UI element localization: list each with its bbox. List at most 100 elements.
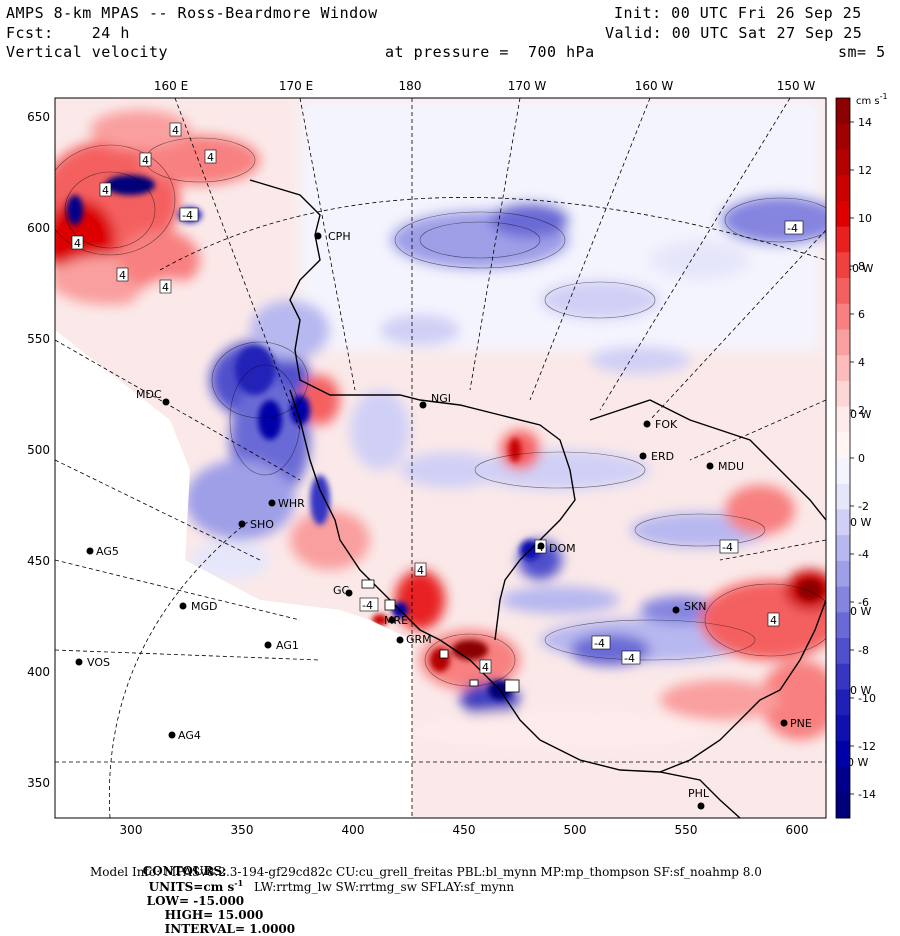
- svg-text:AG1: AG1: [276, 639, 299, 652]
- init-time: Init: 00 UTC Fri 26 Sep 25: [614, 4, 862, 22]
- graticule: [55, 98, 826, 818]
- contour-label: -4: [179, 207, 199, 222]
- lon-label: 160 E: [154, 79, 188, 93]
- lon-label: 150 W: [777, 79, 816, 93]
- svg-text:CPH: CPH: [328, 230, 351, 243]
- contour-label: 4: [767, 612, 780, 627]
- coastline: [249, 179, 826, 818]
- station-marker: MDC: [136, 388, 170, 406]
- contour-label: 4: [139, 152, 152, 167]
- colorbar-cell: [836, 200, 850, 228]
- contour-label: 4: [414, 562, 427, 577]
- colorbar: cm s-1 14 12 10 8 6 4 2 0 -2 -4 -6 -8 -10 -12 -14: [835, 92, 888, 819]
- x-tick-label: 350: [231, 823, 254, 837]
- colorbar-tick-label: 14: [858, 116, 872, 129]
- station-marker: VOS: [75, 656, 110, 669]
- colorbar-tick-label: -8: [858, 644, 869, 657]
- colorbar-cell: [836, 98, 850, 125]
- svg-text:PNE: PNE: [790, 717, 812, 730]
- station-marker: SHO: [238, 518, 274, 531]
- svg-text:-4: -4: [624, 652, 635, 665]
- svg-text:WHR: WHR: [278, 497, 305, 510]
- colorbar-cell: [836, 355, 850, 382]
- contour-label: -4: [784, 220, 804, 235]
- pressure-level: at pressure = 700 hPa: [385, 43, 595, 61]
- contour-label: 4: [116, 267, 129, 282]
- station-marker: SKN: [672, 600, 706, 614]
- station-marker: PNE: [780, 717, 812, 730]
- colorbar-tick-label: -4: [858, 548, 869, 561]
- x-tick-label: 600: [786, 823, 809, 837]
- station-marker: FOK: [643, 418, 678, 431]
- colorbar-cell: [836, 483, 850, 510]
- svg-text:4: 4: [102, 184, 109, 197]
- colorbar-cell: [836, 123, 850, 150]
- svg-text:MRE: MRE: [384, 614, 408, 627]
- svg-text:SKN: SKN: [684, 600, 706, 613]
- plot-area: 4 4 4 4 4 4 4 4 -4 -4 -4 -4 -4 -4 4 4 4 …: [55, 98, 826, 818]
- colorbar-cell: [836, 715, 850, 742]
- svg-text:4: 4: [207, 151, 214, 164]
- colorbar-cell: [836, 535, 850, 562]
- contour-label: -4: [591, 635, 611, 650]
- station-marker: WHR: [268, 497, 305, 510]
- colorbar-cell: [836, 226, 850, 253]
- colorbar-tick-label: 4: [858, 356, 865, 369]
- station-marker: MGD: [179, 600, 218, 613]
- colorbar-cell: [836, 432, 850, 459]
- colorbar-cell: [836, 175, 850, 202]
- lon-label: 180: [399, 79, 422, 93]
- smoothing: sm= 5: [838, 43, 886, 61]
- colorbar-cell: [836, 792, 850, 819]
- colorbar-cell: [836, 458, 850, 485]
- colorbar-ticks: 14 12 10 8 6 4 2 0 -2 -4 -6 -8 -10 -12 -14: [850, 116, 876, 801]
- svg-text:-4: -4: [787, 222, 798, 235]
- colorbar-cell: [836, 663, 850, 690]
- contour-label: 4: [159, 279, 172, 294]
- svg-text:AG4: AG4: [178, 729, 201, 742]
- svg-text:4: 4: [770, 614, 777, 627]
- x-tick-label: 450: [453, 823, 476, 837]
- valid-time: Valid: 00 UTC Sat 27 Sep 25: [605, 24, 863, 42]
- colorbar-tick-label: -14: [858, 788, 876, 801]
- colorbar-cell: [836, 612, 850, 639]
- colorbar-cell: [836, 252, 850, 279]
- colorbar-tick-label: 2: [858, 404, 865, 417]
- svg-text:GRM: GRM: [406, 633, 432, 646]
- y-tick-label: 450: [27, 554, 50, 568]
- colorbar-cell: [836, 766, 850, 793]
- forecast-hour: Fcst: 24 h: [6, 24, 130, 42]
- colorbar-tick-label: -6: [858, 596, 869, 609]
- contour-label: 4: [169, 122, 182, 137]
- no-data-region: [55, 330, 412, 818]
- station-marker: GRM: [396, 633, 432, 646]
- lon-label: 170 E: [279, 79, 313, 93]
- y-tick-label: 350: [27, 776, 50, 790]
- plot-frame: [54, 97, 827, 819]
- colorbar-cell: [836, 560, 850, 588]
- left-axis: 650 600 550 500 450 400 350: [27, 110, 50, 790]
- colorbar-tick-label: 6: [858, 308, 865, 321]
- bottom-axis: 300 400 350 450 500 550 600: [120, 823, 809, 837]
- y-tick-label: 500: [27, 443, 50, 457]
- svg-text:ERD: ERD: [651, 450, 674, 463]
- contour-label: -4: [621, 650, 641, 665]
- colorbar-tick-label: 8: [858, 260, 865, 273]
- svg-text:VOS: VOS: [87, 656, 110, 669]
- colorbar-tick-label: 10: [858, 212, 872, 225]
- y-tick-label: 650: [27, 110, 50, 124]
- colorbar-cell: [836, 586, 850, 613]
- map-title: AMPS 8-km MPAS -- Ross-Beardmore Window: [6, 4, 378, 22]
- colorbar-cell: [836, 278, 850, 305]
- y-tick-label: 400: [27, 665, 50, 679]
- colorbar-tick-label: 0: [858, 452, 865, 465]
- x-tick-label: 550: [675, 823, 698, 837]
- top-axis: 160 E 170 E 180 170 W 160 W 150 W: [154, 79, 816, 93]
- station-marker: ERD: [639, 450, 674, 463]
- colorbar-tick-label: -2: [858, 500, 869, 513]
- colorbar-cell: [836, 509, 850, 536]
- svg-text:SHO: SHO: [250, 518, 274, 531]
- svg-text:MGD: MGD: [191, 600, 218, 613]
- colorbar-cell: [836, 638, 850, 665]
- lon-label: 160 W: [635, 79, 674, 93]
